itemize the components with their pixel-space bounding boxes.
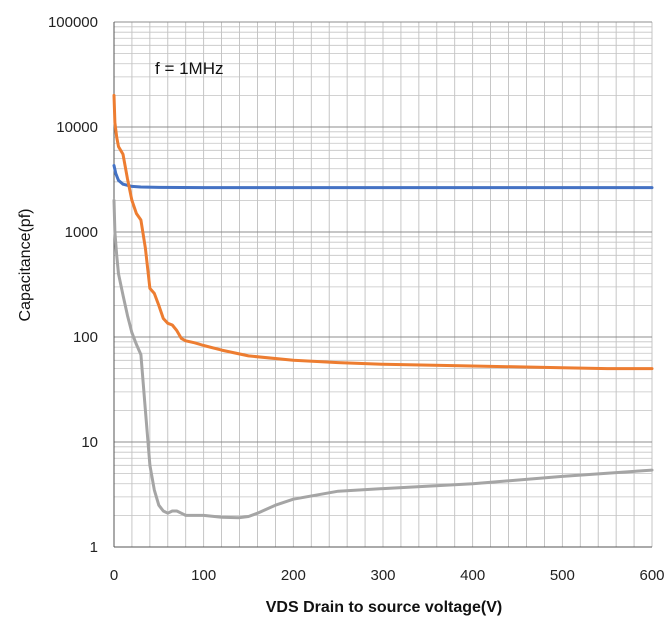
- x-axis-ticks: 0 100 200 300 400 500 600: [110, 567, 665, 584]
- series-line-1: [112, 164, 654, 190]
- x-tick-label: 200: [281, 567, 306, 584]
- x-axis-title: VDS Drain to source voltage(V): [266, 599, 503, 616]
- series-lines: [112, 93, 654, 520]
- y-axis-ticks: 1 10 100 1000 10000 100000: [48, 14, 98, 556]
- x-tick-label: 500: [550, 567, 575, 584]
- series-line-3: [112, 198, 654, 520]
- x-tick-label: 600: [639, 567, 664, 584]
- frequency-annotation: f = 1MHz: [155, 59, 224, 78]
- y-tick-label: 100000: [48, 14, 98, 31]
- x-tick-label: 400: [460, 567, 485, 584]
- series-line-2: [112, 93, 654, 371]
- y-tick-label: 100: [73, 329, 98, 346]
- y-tick-label: 10: [81, 434, 98, 451]
- y-tick-label: 10000: [56, 119, 98, 136]
- y-tick-label: 1: [90, 539, 98, 556]
- x-tick-label: 300: [370, 567, 395, 584]
- y-axis-title: Capacitance(pf): [17, 209, 34, 322]
- x-tick-label: 100: [191, 567, 216, 584]
- y-tick-label: 1000: [65, 224, 98, 241]
- x-tick-label: 0: [110, 567, 118, 584]
- grid: [113, 21, 653, 548]
